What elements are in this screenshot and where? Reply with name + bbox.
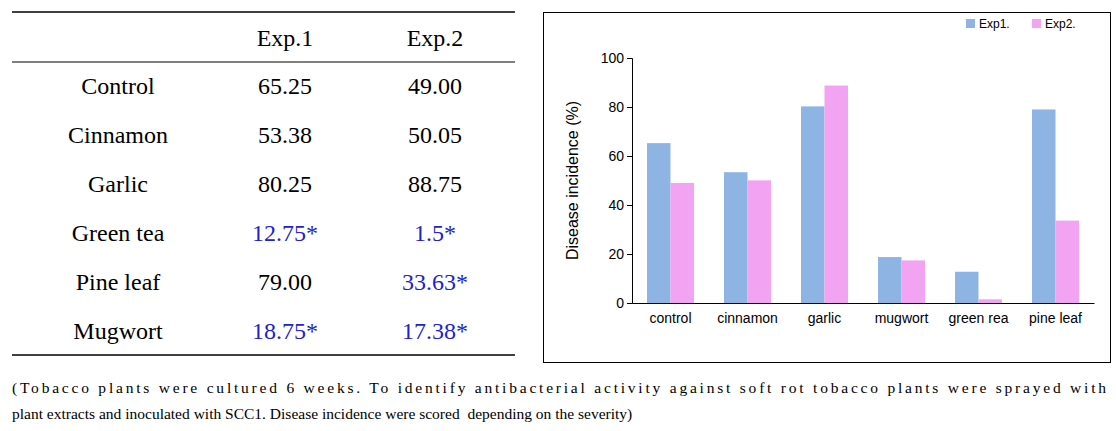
bar [902, 260, 925, 303]
tick: mugwort [875, 303, 929, 326]
legend-label: Exp1. [979, 17, 1010, 31]
bar [801, 106, 824, 303]
tick-label: 20 [608, 246, 624, 262]
bar [724, 172, 747, 303]
tick: 0 [616, 295, 632, 311]
table-cell: 12.75* [252, 220, 318, 246]
tick-label: 100 [601, 50, 625, 66]
tick: garlic [808, 303, 841, 326]
y-axis: 0 20 40 60 80 100 [601, 50, 633, 311]
tick-mark [627, 254, 632, 255]
row-label: Cinnamon [68, 122, 168, 148]
axis-line [627, 59, 633, 304]
caption: (Tobacco plants were cultured 6 weeks. T… [12, 379, 1106, 423]
table-cell: 79.00 [258, 269, 312, 295]
table-cell: 17.38* [402, 318, 468, 344]
tick: control [649, 303, 691, 326]
bar [671, 183, 694, 303]
table-cell: 53.38 [258, 122, 312, 148]
tick-label: 60 [608, 148, 624, 164]
chart-frame [544, 13, 1111, 363]
tick: pine leaf [1029, 303, 1082, 326]
tick-label: 40 [608, 197, 624, 213]
bar [825, 86, 848, 303]
row-label: Mugwort [73, 318, 163, 344]
table-cell: 65.25 [258, 73, 312, 99]
tick-label: pine leaf [1029, 310, 1082, 326]
tick-mark [627, 156, 632, 157]
row-label: Control [81, 73, 155, 99]
bar [955, 272, 978, 303]
tick: 100 [601, 50, 632, 66]
table-cell: 1.5* [414, 220, 456, 246]
bar [878, 257, 901, 303]
table: Exp.1 Exp.2 Control 65.25 49.00 Cinnamon 53.38… [12, 12, 515, 355]
tick-mark [627, 303, 632, 304]
tick-mark [627, 58, 632, 59]
tick-mark [627, 107, 632, 108]
table-cell: 49.00 [408, 73, 462, 99]
tick-label: garlic [808, 310, 841, 326]
caption-line: plant extracts and inoculated with SCC1.… [12, 405, 632, 423]
table-header: Exp.1 [257, 25, 314, 51]
axis-line [633, 303, 1095, 304]
table-rule [12, 62, 515, 63]
legend: Exp1. Exp2. [966, 17, 1076, 31]
tick: 60 [608, 148, 632, 164]
tick-label: cinnamon [717, 310, 778, 326]
bars [647, 86, 1079, 303]
bar [647, 143, 670, 303]
tick: green rea [949, 303, 1009, 326]
table-rule [12, 11, 515, 13]
tick-label: control [649, 310, 691, 326]
table-cell: 80.25 [258, 171, 312, 197]
table-cell: 50.05 [408, 122, 462, 148]
tick: 20 [608, 246, 632, 262]
tick: cinnamon [717, 303, 778, 326]
tick-label: mugwort [875, 310, 929, 326]
tick-label: 0 [616, 295, 624, 311]
canvas: Exp.1 Exp.2 Control 65.25 49.00 Cinnamon 53.38… [0, 0, 1116, 431]
tick: 80 [608, 99, 632, 115]
y-axis-title: Disease incidence (%) [564, 101, 581, 260]
bar [748, 180, 771, 303]
bar [1056, 221, 1079, 303]
table-header: Exp.2 [407, 25, 464, 51]
table-cell: 88.75 [408, 171, 462, 197]
table-rule [12, 354, 515, 356]
tick-label: 80 [608, 99, 624, 115]
bar [979, 299, 1002, 303]
caption-line: (Tobacco plants were cultured 6 weeks. T… [12, 379, 1106, 397]
tick-mark [627, 205, 632, 206]
table-cell: 18.75* [252, 318, 318, 344]
legend-swatch [1032, 19, 1041, 28]
tick: 40 [608, 197, 632, 213]
x-axis: control cinnamon garlic mugwort green rea pin… [633, 303, 1095, 326]
table-cell: 33.63* [402, 269, 468, 295]
row-label: Garlic [88, 171, 148, 197]
bar [1032, 109, 1055, 303]
tick-label: green rea [949, 310, 1009, 326]
row-label: Pine leaf [76, 269, 161, 295]
legend-label: Exp2. [1045, 17, 1076, 31]
row-label: Green tea [72, 220, 165, 246]
legend-swatch [966, 19, 975, 28]
